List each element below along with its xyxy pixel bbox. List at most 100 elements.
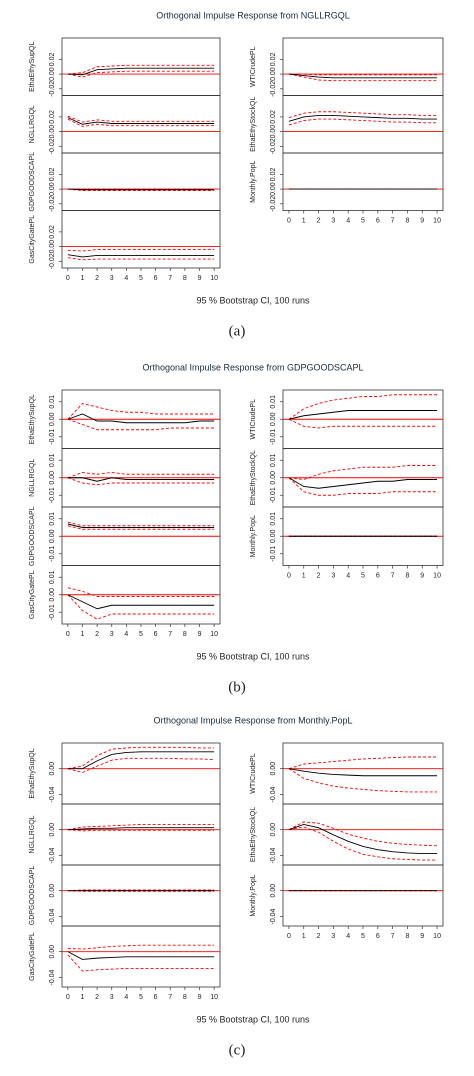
y-axis-label: Monthly.PopL xyxy=(250,515,257,557)
response-line xyxy=(67,67,215,76)
response-line xyxy=(67,413,215,424)
confidence-band xyxy=(67,757,215,774)
y-tick-label: 0.00 xyxy=(49,240,56,254)
x-tick-label: 6 xyxy=(376,572,380,579)
chart-title: Orthogonal Impulse Response from Monthly… xyxy=(154,715,353,725)
caption: 95 % Bootstrap CI, 100 runs xyxy=(196,1014,310,1024)
x-tick-label: 3 xyxy=(331,933,335,940)
y-tick-label: -0.01 xyxy=(49,487,56,503)
y-tick-label: 0.00 xyxy=(49,471,56,485)
plot-frame xyxy=(61,37,221,96)
x-tick-label: 9 xyxy=(420,933,424,940)
y-tick-label: 0.02 xyxy=(270,52,277,66)
x-tick-label: 10 xyxy=(433,217,441,224)
x-tick-label: 0 xyxy=(66,275,70,282)
confidence-band xyxy=(67,477,215,486)
y-axis-label: NGLLRGQL xyxy=(29,815,36,853)
y-tick-label: -0.02 xyxy=(49,138,56,154)
confidence-band xyxy=(288,111,438,119)
response-line xyxy=(67,117,215,125)
confidence-band xyxy=(288,477,438,496)
y-tick-label: 0.00 xyxy=(270,529,277,543)
x-tick-label: 1 xyxy=(81,631,85,638)
x-tick-label: 9 xyxy=(198,994,202,1001)
y-axis-label: EthaEthyStockQL xyxy=(250,97,257,152)
y-tick-label: -0.01 xyxy=(49,604,56,620)
x-tick-label: 9 xyxy=(420,572,424,579)
response-line xyxy=(288,477,438,489)
confidence-band xyxy=(288,73,438,82)
x-tick-label: 10 xyxy=(433,572,441,579)
x-tick-label: 0 xyxy=(66,994,70,1001)
x-tick-label: 4 xyxy=(346,217,350,224)
x-tick-label: 1 xyxy=(302,933,306,940)
y-tick-label: 0.00 xyxy=(49,529,56,543)
confidence-band xyxy=(288,118,438,126)
y-tick-label: -0.01 xyxy=(49,429,56,445)
x-tick-label: 3 xyxy=(110,994,114,1001)
y-axis-label: EthaEthySupQL xyxy=(29,394,36,444)
confidence-band xyxy=(67,115,215,123)
x-tick-label: 7 xyxy=(391,933,395,940)
x-tick-label: 9 xyxy=(198,275,202,282)
plot-frame xyxy=(282,152,444,211)
y-axis-label: GasCityGatePL xyxy=(29,570,36,619)
confidence-band xyxy=(67,890,215,892)
response-line xyxy=(67,254,215,258)
y-axis-label: GDPGOODSCAPL xyxy=(29,866,36,926)
y-tick-label: 0.00 xyxy=(270,67,277,81)
x-tick-label: 3 xyxy=(110,275,114,282)
y-tick-label: 0.00 xyxy=(270,412,277,426)
y-tick-label: 0.00 xyxy=(49,588,56,602)
x-tick-label: 4 xyxy=(346,572,350,579)
y-tick-label: 0.01 xyxy=(270,512,277,526)
y-tick-label: -0.02 xyxy=(270,196,277,212)
response-line xyxy=(67,827,215,831)
y-tick-label: 0.01 xyxy=(49,570,56,584)
y-tick-label: 0.01 xyxy=(270,395,277,409)
response-line xyxy=(67,951,215,960)
y-axis-label: EthaEthyStockQL xyxy=(250,450,257,505)
y-tick-label: 0.01 xyxy=(49,512,56,526)
x-tick-label: 4 xyxy=(124,994,128,1001)
x-tick-label: 6 xyxy=(154,275,158,282)
y-tick-label: 0.00 xyxy=(270,823,277,837)
y-axis-label: Monthly.PopL xyxy=(250,161,257,203)
y-tick-label: -0.04 xyxy=(49,847,56,863)
confidence-band xyxy=(288,768,438,793)
plot-frame xyxy=(61,152,221,211)
y-tick-label: -0.02 xyxy=(49,253,56,269)
y-axis-label: GDPGOODSCAPL xyxy=(29,506,36,566)
x-tick-label: 7 xyxy=(391,217,395,224)
x-tick-label: 6 xyxy=(376,933,380,940)
x-tick-label: 3 xyxy=(110,631,114,638)
confidence-band xyxy=(67,472,215,479)
caption: 95 % Bootstrap CI, 100 runs xyxy=(196,295,310,305)
confidence-band xyxy=(67,257,215,261)
y-tick-label: -0.01 xyxy=(49,546,56,562)
y-tick-label: -0.02 xyxy=(270,81,277,97)
x-tick-label: 3 xyxy=(331,572,335,579)
x-tick-label: 2 xyxy=(95,275,99,282)
confidence-band xyxy=(67,954,215,972)
y-tick-label: 0.02 xyxy=(49,225,56,239)
confidence-band xyxy=(67,824,215,831)
confidence-band xyxy=(67,118,215,127)
response-line xyxy=(67,188,215,191)
x-tick-label: 9 xyxy=(198,631,202,638)
y-tick-label: 0.02 xyxy=(270,110,277,124)
y-axis-label: GasCityGatePL xyxy=(29,215,36,264)
y-axis-label: WTICrudePL xyxy=(250,46,257,87)
x-tick-label: 4 xyxy=(124,275,128,282)
x-tick-label: 2 xyxy=(95,994,99,1001)
x-tick-label: 8 xyxy=(405,572,409,579)
x-tick-label: 8 xyxy=(183,275,187,282)
plot-frame xyxy=(61,210,221,269)
y-tick-label: -0.04 xyxy=(49,908,56,924)
confidence-band xyxy=(67,525,215,530)
y-tick-label: 0.01 xyxy=(49,395,56,409)
y-tick-label: -0.01 xyxy=(270,546,277,562)
y-tick-label: 0.00 xyxy=(49,884,56,898)
x-tick-label: 0 xyxy=(287,572,291,579)
